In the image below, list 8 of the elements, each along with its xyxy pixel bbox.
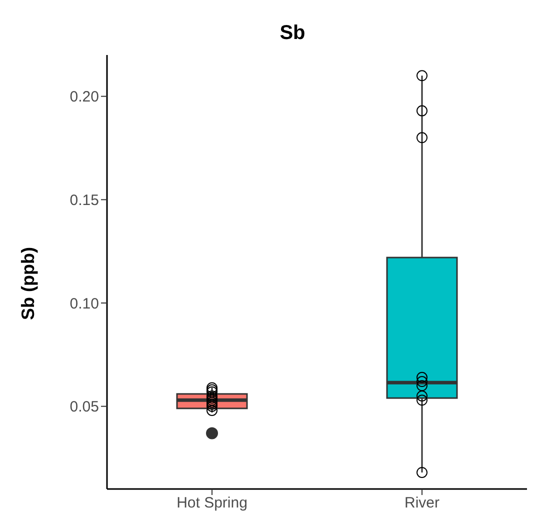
y-tick-label: 0.20 — [70, 88, 99, 106]
y-tick-label: 0.15 — [70, 192, 99, 209]
x-tick-label: Hot Spring — [176, 494, 248, 512]
chart-title: Sb — [278, 22, 306, 45]
y-axis-title: Sb (ppb) — [18, 246, 39, 320]
x-tick-label: River — [404, 494, 440, 512]
y-tick-label: 0.05 — [70, 398, 99, 416]
y-tick-label: 0.10 — [70, 295, 99, 312]
